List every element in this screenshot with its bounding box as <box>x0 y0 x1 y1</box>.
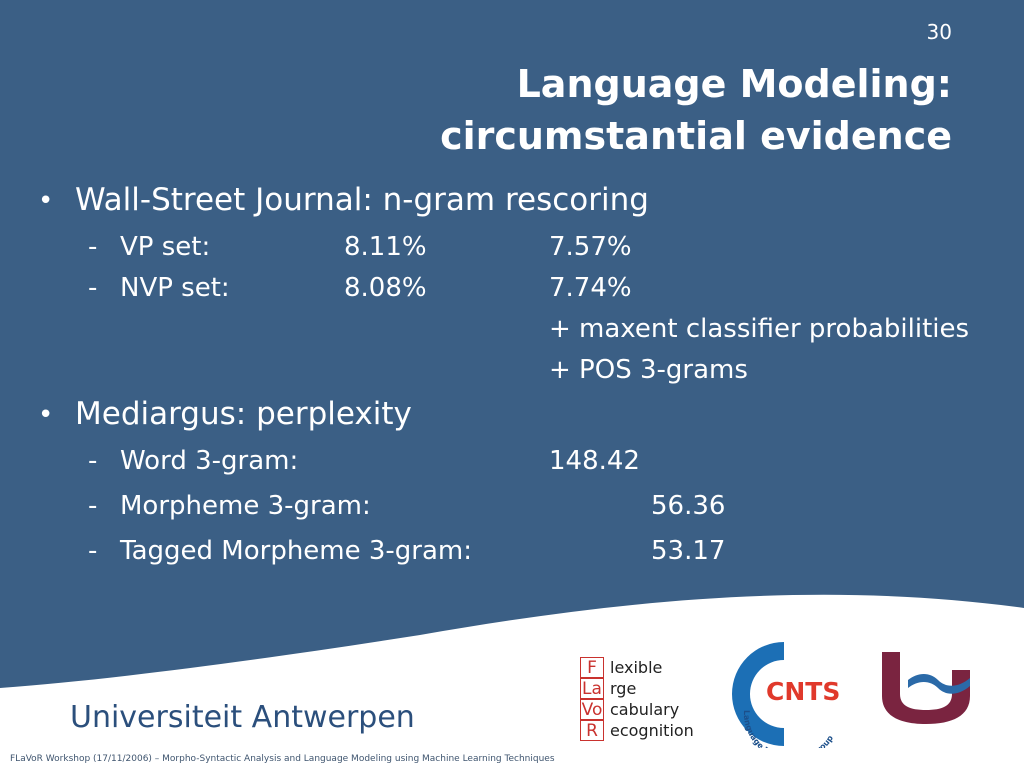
row-value: 148.42 <box>549 446 640 476</box>
row-label: VP set: <box>120 232 211 262</box>
flavor-word: cabulary <box>610 700 680 719</box>
row-label: Tagged Morpheme 3-gram: <box>120 536 473 566</box>
dash-marker: - <box>88 446 98 476</box>
university-logo-text: Universiteit Antwerpen <box>70 700 415 735</box>
dash-marker: - <box>88 273 98 303</box>
flavor-word: lexible <box>610 658 663 677</box>
row-value: 53.17 <box>651 536 726 566</box>
flavor-letter: La <box>580 678 604 699</box>
title-line-2: circumstantial evidence <box>440 114 952 158</box>
flavor-word: ecognition <box>610 721 694 740</box>
flavor-letter: Vo <box>580 699 604 720</box>
row-label: Word 3-gram: <box>120 446 299 476</box>
university-emblem-icon <box>882 652 970 724</box>
bullet-marker: • <box>38 186 54 216</box>
flavor-letter: R <box>580 720 604 741</box>
page-title: Language Modeling: circumstantial eviden… <box>252 58 952 162</box>
flavor-letter: F <box>580 657 604 678</box>
cnts-ring-shape <box>732 642 784 746</box>
page-number: 30 <box>926 20 952 44</box>
bullet-wsj: Wall-Street Journal: n-gram rescoring <box>75 182 649 218</box>
row-value: 8.11% <box>344 232 427 262</box>
cnts-logo: CNTS Language Technology Group <box>732 642 854 748</box>
note-text: + POS 3-grams <box>549 355 748 385</box>
row-value: 8.08% <box>344 273 427 303</box>
bullet-mediargus: Mediargus: perplexity <box>75 396 412 432</box>
note-text: + maxent classifier probabilities <box>549 314 970 344</box>
footer-text: FLaVoR Workshop (17/11/2006) – Morpho-Sy… <box>10 754 555 764</box>
row-value: 56.36 <box>651 491 726 521</box>
bullet-marker: • <box>38 400 54 430</box>
cnts-label: CNTS <box>766 677 840 706</box>
row-label: NVP set: <box>120 273 230 303</box>
row-label: Morpheme 3-gram: <box>120 491 371 521</box>
dash-marker: - <box>88 536 98 566</box>
cnts-label-backdrop <box>762 676 854 704</box>
row-value: 7.57% <box>549 232 632 262</box>
dash-marker: - <box>88 232 98 262</box>
flavor-logo: F lexible La rge Vo cabulary R ecognitio… <box>580 657 720 747</box>
row-value: 7.74% <box>549 273 632 303</box>
flavor-word: rge <box>610 679 637 698</box>
title-line-1: Language Modeling: <box>516 62 952 106</box>
dash-marker: - <box>88 491 98 521</box>
